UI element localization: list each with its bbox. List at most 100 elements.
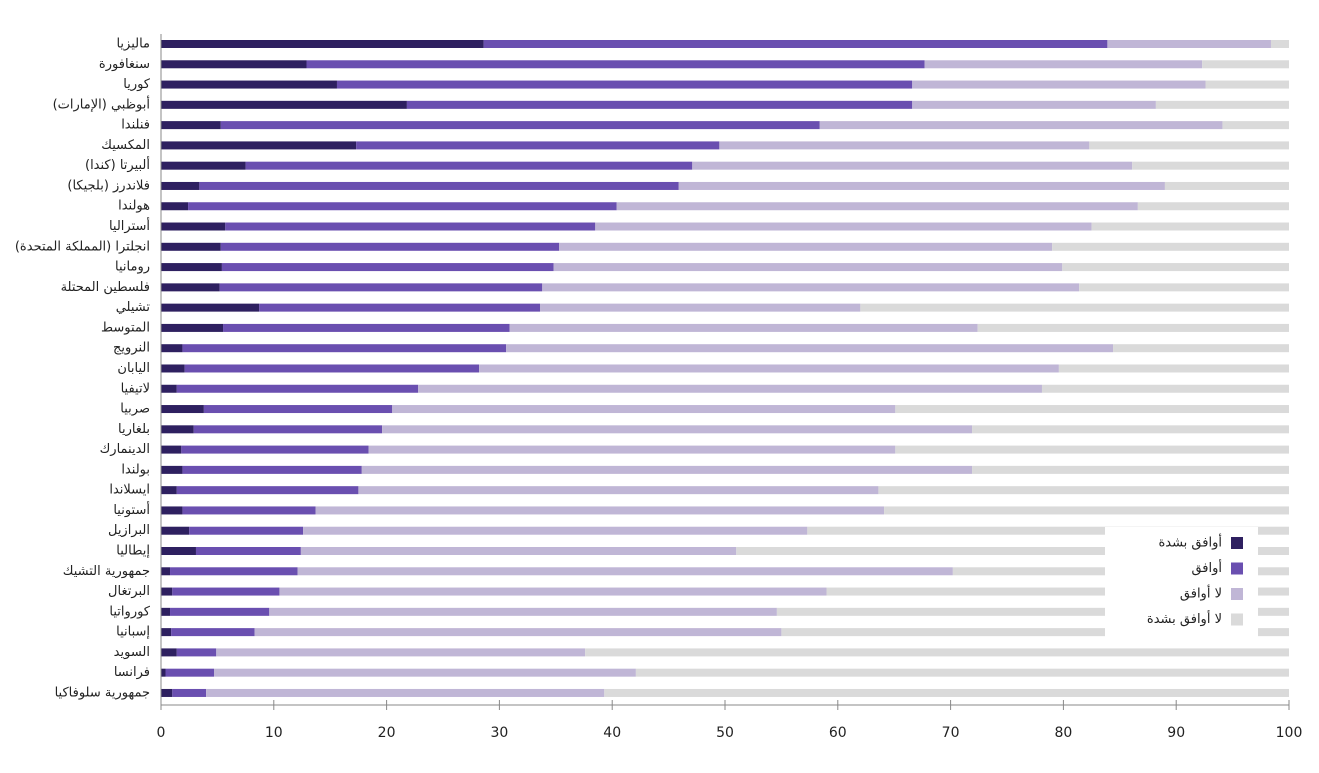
bar-segment [254, 628, 782, 637]
bar-segment [161, 526, 190, 535]
bar-segment [382, 425, 973, 434]
bar-segment [181, 445, 369, 454]
bar-segment [406, 100, 913, 109]
bar-segment [214, 668, 636, 677]
bar-segment [635, 668, 1289, 677]
bar-segment [1270, 40, 1289, 48]
bar-segment [161, 323, 224, 332]
bar-segment [161, 688, 173, 697]
bar-segment [176, 384, 419, 393]
bar-segment [358, 486, 879, 495]
bar-segment [1041, 384, 1289, 393]
bar-segment [182, 506, 316, 515]
category-label: ألبيرتا (كندا) [85, 156, 150, 173]
legend-label: لا أوافق [1180, 585, 1222, 602]
bar-segment [161, 587, 173, 596]
category-label: ايسلاندا [109, 483, 150, 498]
bar-segment [161, 303, 260, 312]
bar-segment [225, 222, 596, 231]
bar-segment [972, 465, 1289, 474]
bar-segment [604, 688, 1289, 697]
category-label: البرتغال [108, 584, 150, 599]
bar-segment [616, 202, 1138, 211]
bar-segment [884, 506, 1289, 515]
bar-segment [220, 242, 560, 251]
bar-segment [1089, 141, 1289, 150]
category-label: ماليزيا [116, 37, 150, 52]
bar-segment [161, 121, 221, 130]
category-label: كورواتيا [109, 604, 150, 619]
bar-segment [161, 60, 307, 69]
legend-label: لا أوافق بشدة [1147, 610, 1222, 627]
category-label: تشيلي [116, 300, 151, 315]
bar-segment [479, 364, 1059, 373]
category-label: المكسيك [101, 138, 150, 153]
bar-segment [509, 323, 978, 332]
bar-segment [585, 648, 1289, 657]
bar-segment [161, 445, 182, 454]
bar-segment [368, 445, 896, 454]
category-label: السويد [114, 645, 150, 660]
bar-segment [161, 384, 177, 393]
bar-segment [392, 405, 896, 414]
bar-segment [736, 547, 1289, 555]
category-label: رومانيا [115, 260, 150, 275]
category-label: فلاندرز (بلجيكا) [67, 178, 150, 193]
bar-segment [692, 161, 1133, 170]
category-label: فرانسا [114, 665, 150, 680]
bar-segment [895, 405, 1289, 414]
bar-segment [1107, 40, 1271, 48]
category-label: فلسطين المحتلة [61, 280, 150, 295]
bar-segment [188, 202, 617, 211]
bar-segment [819, 121, 1223, 130]
bar-segment [161, 40, 484, 48]
bar-segment [924, 60, 1203, 69]
bar-segment [559, 242, 1053, 251]
x-tick-label: 90 [1167, 725, 1185, 741]
bar-segment [719, 141, 1090, 150]
bar-segment [972, 425, 1289, 434]
bar-segment [1079, 283, 1289, 292]
bar-segment [826, 587, 1289, 596]
bar-segment [199, 181, 679, 190]
bar-segment [161, 222, 226, 231]
x-tick-label: 80 [1054, 725, 1072, 741]
bar-segment [219, 283, 543, 292]
bar-segment [259, 303, 541, 312]
legend-swatch [1231, 562, 1243, 575]
bar-segment [206, 688, 605, 697]
bar-segment [161, 567, 171, 576]
category-label: أستراليا [109, 217, 150, 234]
bar-segment [553, 263, 1063, 272]
category-label: لاتيفيا [121, 381, 150, 396]
bar-segment [161, 181, 200, 190]
bar-segment [171, 628, 255, 637]
bar-segment [216, 648, 586, 657]
bar-segment [189, 526, 304, 535]
bar-segment [161, 628, 172, 637]
bar-segment [176, 486, 359, 495]
bar-segment [315, 506, 885, 515]
bar-segment [161, 344, 183, 353]
bar-segment [161, 486, 177, 495]
bar-segment [195, 547, 301, 555]
bar-segment [912, 100, 1156, 109]
category-label: بلغاريا [118, 422, 150, 437]
category-label: المتوسط [101, 320, 150, 335]
bar-segment [161, 100, 407, 109]
x-tick-label: 70 [942, 725, 960, 741]
category-label: البرازيل [108, 523, 150, 538]
x-tick-label: 20 [378, 725, 396, 741]
category-label: الدينمارك [100, 442, 150, 457]
bar-segment [860, 303, 1289, 312]
bar-segment [542, 283, 1080, 292]
bar-segment [172, 688, 207, 697]
bar-segment [1155, 100, 1289, 109]
category-label: النرويج [113, 341, 150, 356]
category-label: جمهورية سلوفاكيا [55, 685, 150, 700]
bar-segment [161, 506, 183, 515]
category-label: أستونيا [113, 501, 150, 518]
bar-segment [878, 486, 1289, 495]
bar-segment [300, 547, 737, 555]
